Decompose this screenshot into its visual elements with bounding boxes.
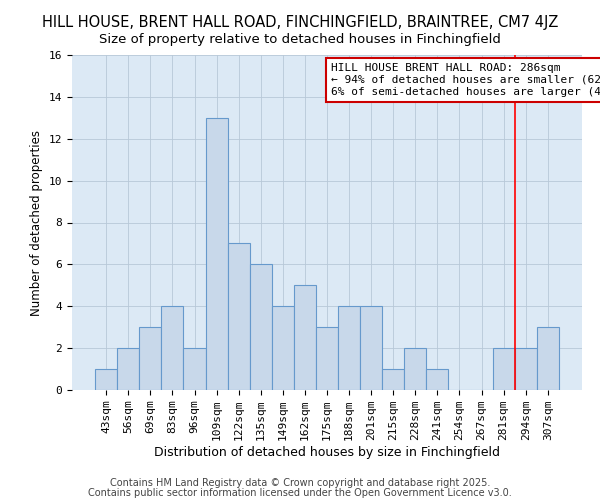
Bar <box>184 348 206 390</box>
Bar <box>427 369 448 390</box>
Bar <box>515 348 537 390</box>
Text: HILL HOUSE, BRENT HALL ROAD, FINCHINGFIELD, BRAINTREE, CM7 4JZ: HILL HOUSE, BRENT HALL ROAD, FINCHINGFIE… <box>42 15 558 30</box>
Bar <box>206 118 227 390</box>
Bar <box>95 369 117 390</box>
Text: Size of property relative to detached houses in Finchingfield: Size of property relative to detached ho… <box>99 32 501 46</box>
Bar <box>537 327 559 390</box>
Bar <box>316 327 338 390</box>
X-axis label: Distribution of detached houses by size in Finchingfield: Distribution of detached houses by size … <box>154 446 500 459</box>
Bar <box>139 327 161 390</box>
Bar <box>294 286 316 390</box>
Bar <box>227 244 250 390</box>
Bar <box>404 348 427 390</box>
Bar <box>338 306 360 390</box>
Bar <box>382 369 404 390</box>
Bar <box>360 306 382 390</box>
Y-axis label: Number of detached properties: Number of detached properties <box>30 130 43 316</box>
Bar <box>272 306 294 390</box>
Text: Contains HM Land Registry data © Crown copyright and database right 2025.: Contains HM Land Registry data © Crown c… <box>110 478 490 488</box>
Bar <box>161 306 184 390</box>
Text: HILL HOUSE BRENT HALL ROAD: 286sqm
← 94% of detached houses are smaller (62)
6% : HILL HOUSE BRENT HALL ROAD: 286sqm ← 94%… <box>331 64 600 96</box>
Bar <box>250 264 272 390</box>
Bar <box>493 348 515 390</box>
Bar <box>117 348 139 390</box>
Text: Contains public sector information licensed under the Open Government Licence v3: Contains public sector information licen… <box>88 488 512 498</box>
